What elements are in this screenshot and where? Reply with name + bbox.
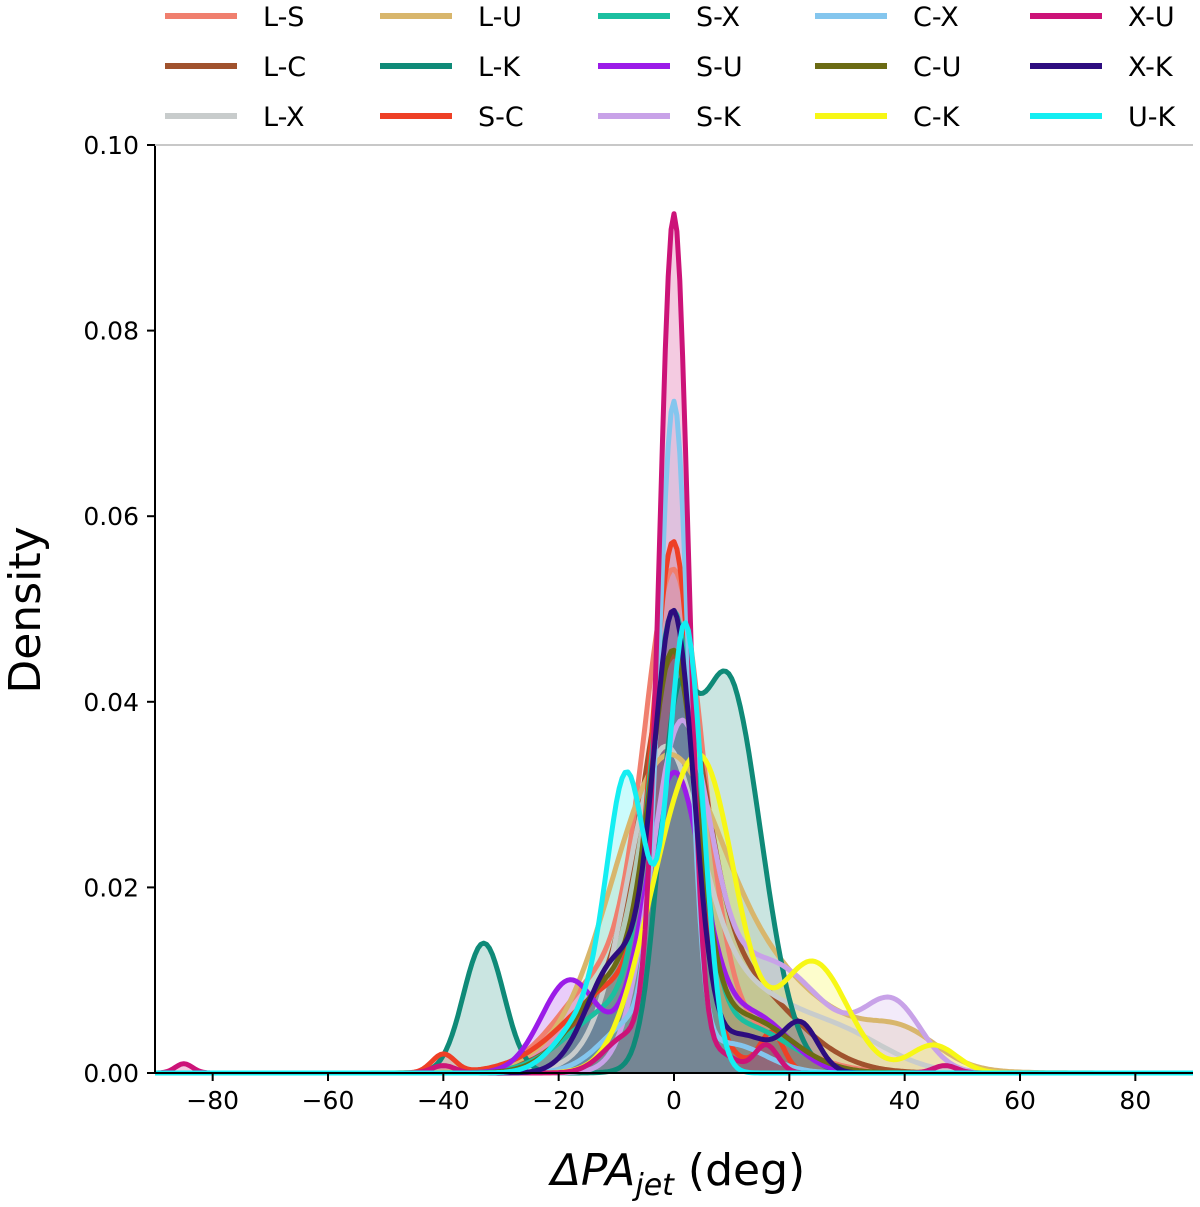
plot-area (154, 211, 1193, 1076)
legend-label-u-k: U-K (1128, 102, 1177, 133)
legend-label-s-k: S-K (696, 102, 742, 133)
density-fill-c-k (155, 754, 1193, 1073)
legend-label-l-s: L-S (263, 2, 304, 33)
density-fill-c-u (155, 650, 1193, 1073)
x-tick-label: 20 (773, 1086, 805, 1115)
density-fill-s-k (155, 720, 1193, 1073)
y-tick-label: 0.04 (83, 688, 139, 717)
density-fill-l-c (155, 655, 1193, 1073)
y-tick-label: 0.06 (83, 502, 139, 531)
y-axis-label: Density (0, 526, 51, 693)
x-ticks: −80 −60 −40 −20 0 20 40 60 80 (186, 1073, 1151, 1115)
legend-label-x-k: X-K (1128, 52, 1174, 83)
legend-label-l-x: L-X (263, 102, 304, 133)
y-tick-label: 0.00 (83, 1059, 139, 1088)
density-fill-u-k (155, 622, 1193, 1073)
density-fill-l-s (155, 569, 1193, 1073)
x-tick-label: −20 (532, 1086, 585, 1115)
y-ticks: 0.00 0.02 0.04 0.06 0.08 0.10 (83, 131, 155, 1088)
density-fill-s-x (155, 610, 1193, 1073)
density-fill-l-k (155, 671, 1193, 1073)
legend: L-S L-C L-X L-U L-K S-C S-X S-U S-K C-X C-U C-K X-U X… (165, 2, 1177, 133)
density-fill-x-u (155, 213, 1193, 1073)
axes: −80 −60 −40 −20 0 20 40 60 80 0.000.020.040.060.… (83, 131, 1193, 1115)
x-tick-label: 80 (1119, 1086, 1151, 1115)
x-axis-label-subscript: jet (631, 1168, 675, 1203)
legend-label-c-k: C-K (913, 102, 961, 133)
x-axis-label-unit: (deg) (674, 1145, 805, 1196)
legend-label-l-k: L-K (478, 52, 521, 83)
x-tick-label: 60 (1004, 1086, 1036, 1115)
density-fill-l-u (155, 754, 1193, 1073)
legend-label-s-x: S-X (696, 2, 740, 33)
x-tick-label: −60 (302, 1086, 355, 1115)
y-tick-label: 0.10 (83, 131, 139, 160)
density-fill-x-k (155, 610, 1193, 1073)
x-tick-label: −40 (417, 1086, 470, 1115)
legend-label-s-u: S-U (696, 52, 743, 83)
legend-label-s-c: S-C (478, 102, 524, 133)
legend-label-l-u: L-U (478, 2, 522, 33)
x-tick-label: 40 (889, 1086, 921, 1115)
density-fill-s-u (155, 772, 1193, 1073)
legend-label-x-u: X-U (1128, 2, 1175, 33)
x-axis-label: ΔPAjet (deg) (548, 1145, 805, 1203)
legend-label-c-u: C-U (913, 52, 961, 83)
y-tick-label: 0.08 (83, 317, 139, 346)
x-axis-label-main: ΔPA (548, 1145, 636, 1196)
density-fill-l-x (155, 746, 1193, 1073)
y-tick-label: 0.02 (83, 873, 139, 902)
legend-label-l-c: L-C (263, 52, 306, 83)
x-tick-label: −80 (186, 1086, 239, 1115)
density-fills (155, 213, 1193, 1073)
legend-label-c-x: C-X (913, 2, 959, 33)
x-tick-label: 0 (666, 1086, 682, 1115)
